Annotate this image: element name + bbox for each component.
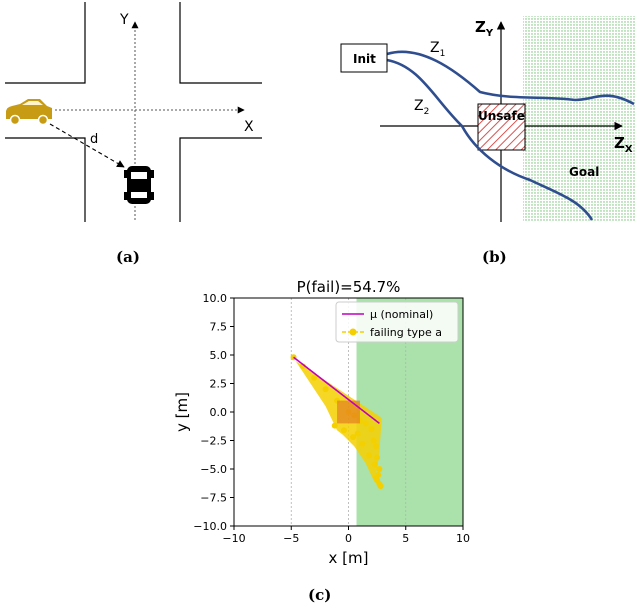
- panel-c-chart: −10 −5 0 5 10 10.0 7.5 5.0 2.5 0.0 −2.5 −5.0 −7.5 −10…: [173, 278, 470, 567]
- unsafe-label: Unsafe: [478, 109, 525, 123]
- failing-point: [366, 452, 373, 459]
- init-label: Init: [353, 52, 376, 66]
- legend-fail-label: failing type a: [370, 326, 442, 339]
- failing-point: [350, 434, 357, 441]
- failing-point: [340, 427, 347, 434]
- init-box: [340, 43, 388, 73]
- failing-point: [377, 483, 384, 490]
- distance-arrow: [49, 123, 125, 168]
- road-edges: [5, 2, 262, 222]
- caption-a: (a): [116, 248, 140, 266]
- failing-point: [362, 420, 369, 427]
- x-tick-label: 10: [456, 532, 470, 545]
- y-axis-label: y [m]: [173, 392, 191, 432]
- failing-point: [331, 422, 338, 429]
- y-tick-label: 0.0: [210, 406, 228, 419]
- panel-b-state-space: Unsafe Init Z1 Z2 ZY ZX Goal: [340, 16, 636, 222]
- zx-label: ZX: [614, 134, 633, 155]
- x-axis-label: x [m]: [329, 549, 369, 567]
- distance-label: d: [90, 132, 98, 147]
- chart-title: P(fail)=54.7%: [297, 278, 401, 296]
- y-tick-label: 2.5: [210, 378, 228, 391]
- failing-point: [311, 374, 318, 381]
- unsafe-layer: [337, 400, 360, 424]
- failing-point: [371, 461, 378, 468]
- failing-point: [322, 386, 329, 393]
- nominal-line: [293, 356, 380, 425]
- trajectory-z1: [386, 50, 635, 106]
- black-car-icon: [124, 166, 154, 204]
- goal-region: [523, 16, 636, 222]
- trajectory-z2: [386, 58, 594, 221]
- ticks-layer: −10 −5 0 5 10 10.0 7.5 5.0 2.5 0.0 −2.5 −5.0 −7.5 −10…: [193, 292, 470, 545]
- z2-label: Z2: [414, 98, 429, 117]
- y-tick-label: −10.0: [193, 520, 227, 533]
- x-tick-label: −5: [283, 532, 299, 545]
- failing-point: [368, 426, 375, 433]
- failing-point: [374, 454, 381, 461]
- axis-y-label: Y: [119, 12, 129, 28]
- legend-fail-dot: [349, 328, 357, 336]
- y-tick-label: 5.0: [210, 349, 228, 362]
- y-tick-label: 7.5: [210, 321, 228, 334]
- x-tick-label: −10: [222, 532, 245, 545]
- x-tick-label: 0: [345, 532, 352, 545]
- panel-a-intersection: Y X d: [5, 2, 262, 222]
- y-tick-label: −5.0: [200, 463, 227, 476]
- caption-b: (b): [482, 248, 507, 266]
- legend-box: [335, 301, 459, 343]
- failing-point: [372, 443, 379, 450]
- z1-label: Z1: [430, 40, 445, 59]
- failing-point: [376, 466, 383, 472]
- failing-point: [359, 440, 366, 447]
- nominal-layer: [293, 356, 380, 425]
- y-tick-label: 10.0: [203, 292, 228, 305]
- failing-point: [354, 430, 361, 437]
- zy-label: ZY: [475, 18, 494, 39]
- x-tick-label: 5: [402, 532, 409, 545]
- legend: μ (nominal) failing type a: [335, 301, 459, 343]
- axis-x-label: X: [244, 119, 254, 135]
- y-tick-label: −2.5: [200, 435, 227, 448]
- unsafe-region: [477, 103, 526, 151]
- failing-point: [372, 475, 379, 482]
- goal-label: Goal: [569, 165, 599, 179]
- yellow-car-icon: [6, 99, 52, 126]
- unsafe-region-marker: [337, 400, 360, 424]
- failing-point: [370, 437, 377, 444]
- legend-nominal-label: μ (nominal): [370, 308, 433, 321]
- caption-c: (c): [308, 586, 331, 604]
- y-tick-label: −7.5: [200, 492, 227, 505]
